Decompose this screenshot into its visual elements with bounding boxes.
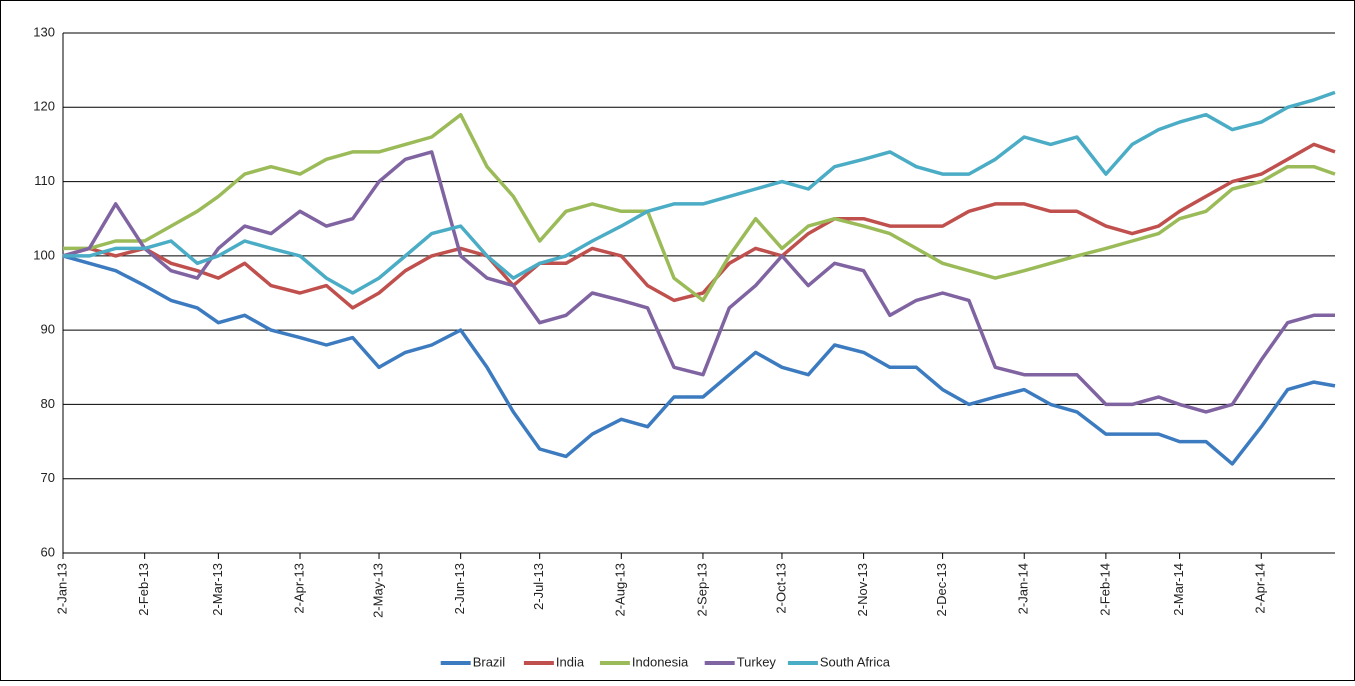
series-line: [62, 150, 1335, 414]
y-tick-label: 120: [33, 99, 55, 114]
series-line: [62, 254, 1336, 466]
y-tick-label: 80: [41, 396, 55, 411]
legend-label: Indonesia: [632, 654, 689, 669]
x-tick-label: 2-Aug-13: [613, 563, 628, 616]
legend-label: Turkey: [737, 654, 777, 669]
legend-label: India: [556, 654, 585, 669]
x-tick-label: 2-Oct-13: [773, 563, 788, 614]
legend-label: Brazil: [473, 654, 506, 669]
series-line: [63, 112, 1336, 303]
series-line: [62, 142, 1336, 310]
y-tick-label: 110: [34, 173, 55, 188]
x-tick-label: 2-Mar-13: [210, 563, 225, 616]
series-line: [63, 90, 1336, 295]
x-tick-label: 2-Apr-13: [291, 563, 306, 614]
y-tick-label: 60: [41, 544, 55, 559]
x-tick-label: 2-Apr-14: [1253, 563, 1268, 614]
x-tick-label: 2-Nov-13: [855, 563, 870, 616]
x-tick-label: 2-May-13: [370, 563, 385, 618]
x-tick-label: 2-Feb-13: [136, 563, 151, 616]
y-tick-label: 70: [41, 470, 55, 485]
x-tick-label: 2-Jun-13: [452, 563, 467, 614]
x-tick-label: 2-Mar-14: [1171, 563, 1186, 616]
legend-label: South Africa: [820, 654, 891, 669]
y-tick-label: 100: [33, 247, 55, 262]
x-tick-label: 2-Jul-13: [531, 563, 546, 610]
x-tick-label: 2-Sep-13: [694, 563, 709, 616]
x-tick-label: 2-Dec-13: [934, 563, 949, 616]
y-tick-label: 130: [33, 24, 55, 39]
x-tick-label: 2-Feb-14: [1097, 563, 1112, 616]
y-tick-label: 90: [41, 322, 55, 337]
x-tick-label: 2-Jan-14: [1016, 563, 1031, 614]
x-tick-label: 2-Jan-13: [54, 563, 69, 614]
